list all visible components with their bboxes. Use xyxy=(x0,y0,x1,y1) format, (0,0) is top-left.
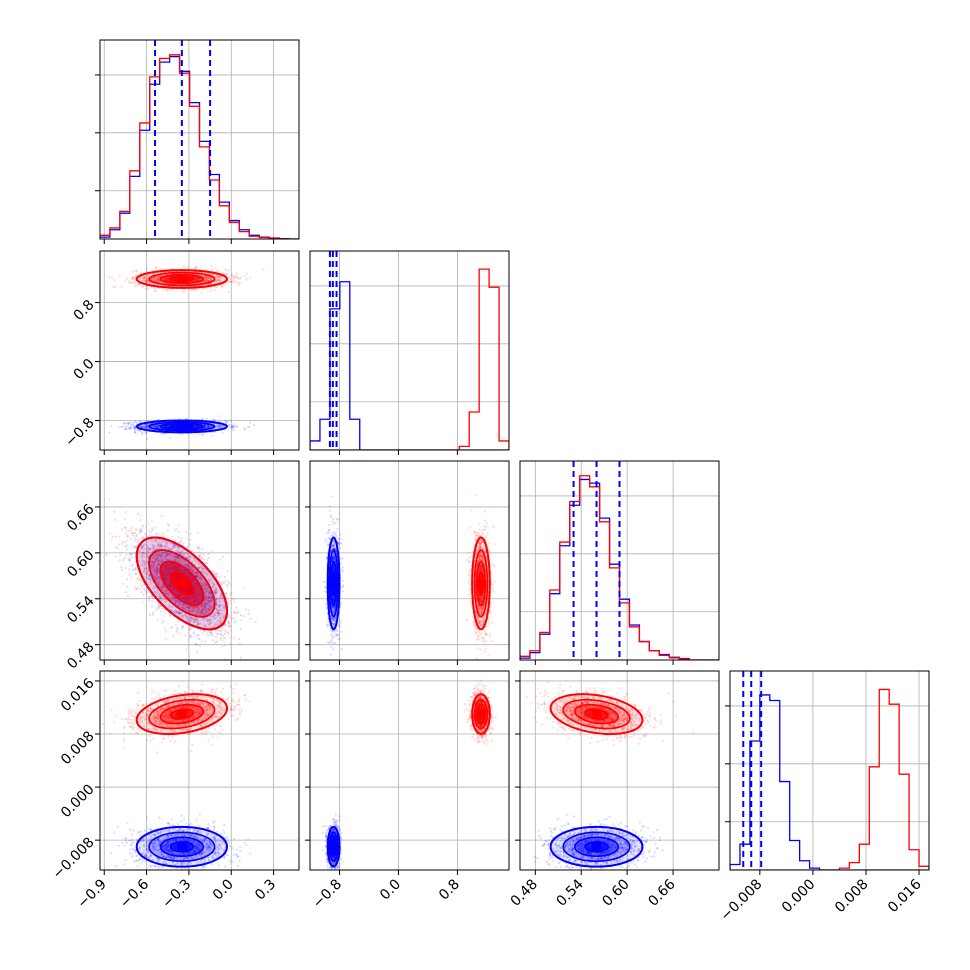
density-red xyxy=(135,269,229,289)
x-tick-label: 0.8 xyxy=(436,876,463,903)
panel-frame xyxy=(729,670,930,871)
panel-frame xyxy=(99,670,300,871)
y-tick-label: 0.8 xyxy=(71,297,98,324)
x-tick-label: 0.0 xyxy=(210,876,237,903)
panel-frame xyxy=(519,460,720,661)
panel-2-0 xyxy=(95,460,300,665)
panel-3-2 xyxy=(515,670,720,875)
density-red xyxy=(135,536,229,631)
density-red xyxy=(471,693,491,736)
panel-2-2 xyxy=(519,460,720,665)
density-red xyxy=(471,536,491,631)
panel-frame xyxy=(309,670,510,871)
hist-red xyxy=(520,475,719,660)
density-peak xyxy=(176,710,187,719)
density-peak xyxy=(328,842,339,851)
density-blue xyxy=(135,825,229,868)
panel-3-1 xyxy=(305,670,510,875)
x-tick-label: 0.008 xyxy=(832,876,872,916)
density-peak xyxy=(476,710,486,719)
panel-frame xyxy=(309,460,510,661)
density-peak xyxy=(591,842,602,851)
y-tick-label: −0.008 xyxy=(50,834,98,882)
y-tick-label: 0.008 xyxy=(58,728,98,768)
y-tick-label: 0.48 xyxy=(64,639,97,672)
x-tick-label: 0.48 xyxy=(508,876,541,909)
panel-1-0 xyxy=(95,250,300,455)
y-tick-label: 0.54 xyxy=(64,593,97,626)
x-tick-label: −0.9 xyxy=(75,876,110,911)
density-peak xyxy=(176,842,187,851)
density-peak xyxy=(476,579,486,588)
hist-red xyxy=(310,268,509,450)
x-tick-label: 0.000 xyxy=(779,876,819,916)
density-red xyxy=(549,693,644,736)
density-peak xyxy=(328,579,339,588)
x-tick-label: 0.3 xyxy=(252,876,279,903)
density-peak xyxy=(591,710,602,719)
density-peak xyxy=(176,275,187,283)
density-peak xyxy=(176,422,187,431)
panel-frame xyxy=(99,250,300,451)
panel-3-0 xyxy=(95,670,300,875)
y-tick-label: 0.0 xyxy=(71,356,98,383)
density-blue xyxy=(326,536,341,631)
x-tick-label: 0.0 xyxy=(377,876,404,903)
panel-1-1 xyxy=(309,250,510,455)
x-tick-label: −0.3 xyxy=(159,876,194,911)
panel-0-0 xyxy=(95,39,300,244)
density-peak xyxy=(176,579,187,588)
density-blue xyxy=(326,825,341,868)
x-tick-label: 0.60 xyxy=(599,876,632,909)
density-blue xyxy=(549,825,644,868)
hist-red xyxy=(730,688,929,870)
y-tick-label: 0.66 xyxy=(64,501,97,534)
x-tick-label: −0.008 xyxy=(718,876,766,924)
y-tick-label: −0.8 xyxy=(62,415,97,450)
hist-blue xyxy=(730,694,929,870)
x-tick-label: 0.66 xyxy=(645,876,678,909)
x-tick-label: −0.8 xyxy=(310,876,345,911)
y-tick-label: 0.000 xyxy=(58,781,98,821)
density-red xyxy=(135,693,229,736)
density-blue xyxy=(135,419,229,434)
x-tick-label: 0.54 xyxy=(554,876,587,909)
panel-2-1 xyxy=(305,460,510,665)
x-tick-label: 0.016 xyxy=(885,876,925,916)
x-tick-label: −0.6 xyxy=(117,876,152,911)
panel-frame xyxy=(99,460,300,661)
y-tick-label: 0.60 xyxy=(64,547,97,580)
panel-frame xyxy=(99,39,300,240)
panel-3-3 xyxy=(725,670,930,875)
panel-frame xyxy=(309,250,510,451)
panel-frame xyxy=(519,670,720,871)
y-tick-label: 0.016 xyxy=(58,675,98,715)
hist-red xyxy=(100,54,299,239)
